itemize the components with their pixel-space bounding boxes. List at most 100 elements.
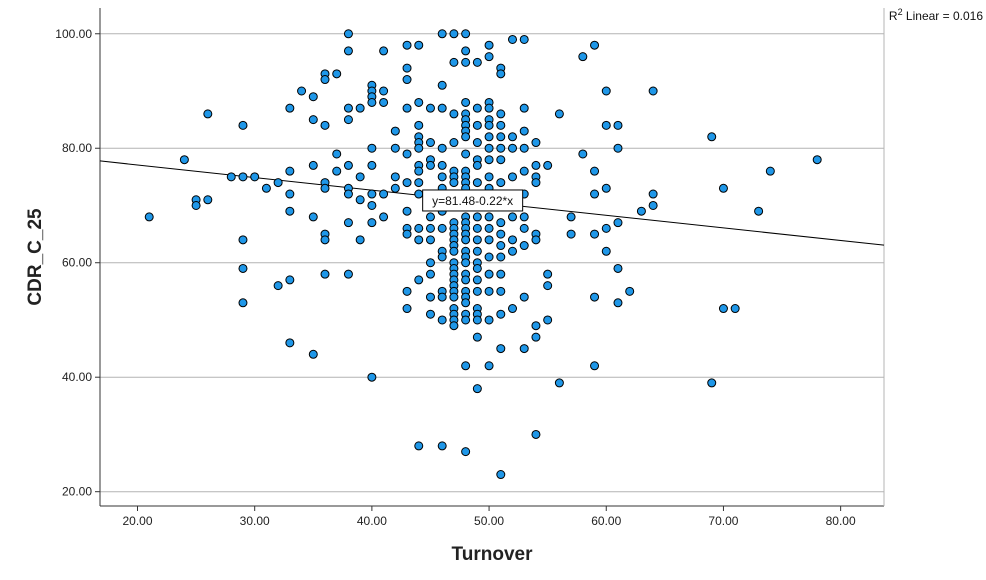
data-point (484, 52, 494, 62)
data-point (343, 160, 353, 170)
data-point (707, 378, 717, 388)
data-point (203, 109, 213, 119)
data-point (414, 97, 424, 107)
data-point (285, 338, 295, 348)
data-point (203, 195, 213, 205)
data-point (508, 246, 518, 256)
data-point (613, 298, 623, 308)
data-point (508, 132, 518, 142)
data-point (472, 212, 482, 222)
data-point (636, 206, 646, 216)
data-point (472, 384, 482, 394)
data-point (496, 286, 506, 296)
data-point (461, 132, 471, 142)
data-point (238, 235, 248, 245)
data-point (472, 178, 482, 188)
data-point (812, 155, 822, 165)
data-point (425, 212, 435, 222)
data-point (496, 252, 506, 262)
data-point (496, 155, 506, 165)
data-point (484, 235, 494, 245)
data-point (496, 269, 506, 279)
data-point (402, 206, 412, 216)
data-point (285, 206, 295, 216)
x-axis-title: Turnover (452, 544, 534, 565)
data-point (554, 378, 564, 388)
data-point (519, 34, 529, 44)
data-point (648, 86, 658, 96)
data-point (461, 258, 471, 268)
data-point (613, 218, 623, 228)
data-point (414, 178, 424, 188)
data-point (718, 183, 728, 193)
data-point (484, 172, 494, 182)
data-point (472, 315, 482, 325)
data-point (355, 103, 365, 113)
data-point (273, 178, 283, 188)
data-point (613, 143, 623, 153)
data-point (578, 149, 588, 159)
data-points (144, 29, 822, 480)
data-point (226, 172, 236, 182)
data-point (578, 52, 588, 62)
data-point (484, 361, 494, 371)
data-point (414, 143, 424, 153)
data-point (461, 298, 471, 308)
data-point (508, 172, 518, 182)
data-point (414, 166, 424, 176)
data-point (754, 206, 764, 216)
data-point (496, 309, 506, 319)
data-point (543, 160, 553, 170)
data-point (390, 172, 400, 182)
data-point (297, 86, 307, 96)
data-point (308, 115, 318, 125)
data-point (320, 75, 330, 85)
data-point (718, 304, 728, 314)
x-tick-label: 70.00 (708, 514, 738, 528)
data-point (414, 235, 424, 245)
data-point (332, 149, 342, 159)
data-point (414, 120, 424, 130)
y-tick-label: 80.00 (62, 141, 92, 155)
fit-equation-label: y=81.48-0.22*x (422, 189, 524, 212)
data-point (508, 304, 518, 314)
data-point (508, 212, 518, 222)
data-point (437, 80, 447, 90)
data-point (390, 183, 400, 193)
data-point (472, 263, 482, 273)
data-point (414, 189, 424, 199)
data-point (590, 166, 600, 176)
x-tick-label: 80.00 (826, 514, 856, 528)
data-point (425, 292, 435, 302)
data-point (543, 269, 553, 279)
data-point (484, 155, 494, 165)
data-point (484, 269, 494, 279)
data-point (320, 120, 330, 130)
data-point (414, 275, 424, 285)
data-point (437, 172, 447, 182)
data-point (508, 235, 518, 245)
data-point (273, 281, 283, 291)
data-point (179, 155, 189, 165)
data-point (332, 69, 342, 79)
data-point (765, 166, 775, 176)
data-point (379, 86, 389, 96)
data-point (484, 103, 494, 113)
data-point (379, 97, 389, 107)
data-point (601, 246, 611, 256)
data-point (519, 241, 529, 251)
data-point (461, 97, 471, 107)
data-point (402, 229, 412, 239)
data-point (531, 332, 541, 342)
data-point (461, 447, 471, 457)
gridlines (100, 33, 884, 493)
data-point (496, 143, 506, 153)
annotations: y=81.48-0.22*x R2 Linear = 0.016 (422, 7, 983, 212)
data-point (343, 46, 353, 56)
data-point (543, 281, 553, 291)
data-point (437, 252, 447, 262)
data-point (343, 29, 353, 39)
data-point (543, 315, 553, 325)
data-point (648, 200, 658, 210)
x-tick-label: 50.00 (474, 514, 504, 528)
